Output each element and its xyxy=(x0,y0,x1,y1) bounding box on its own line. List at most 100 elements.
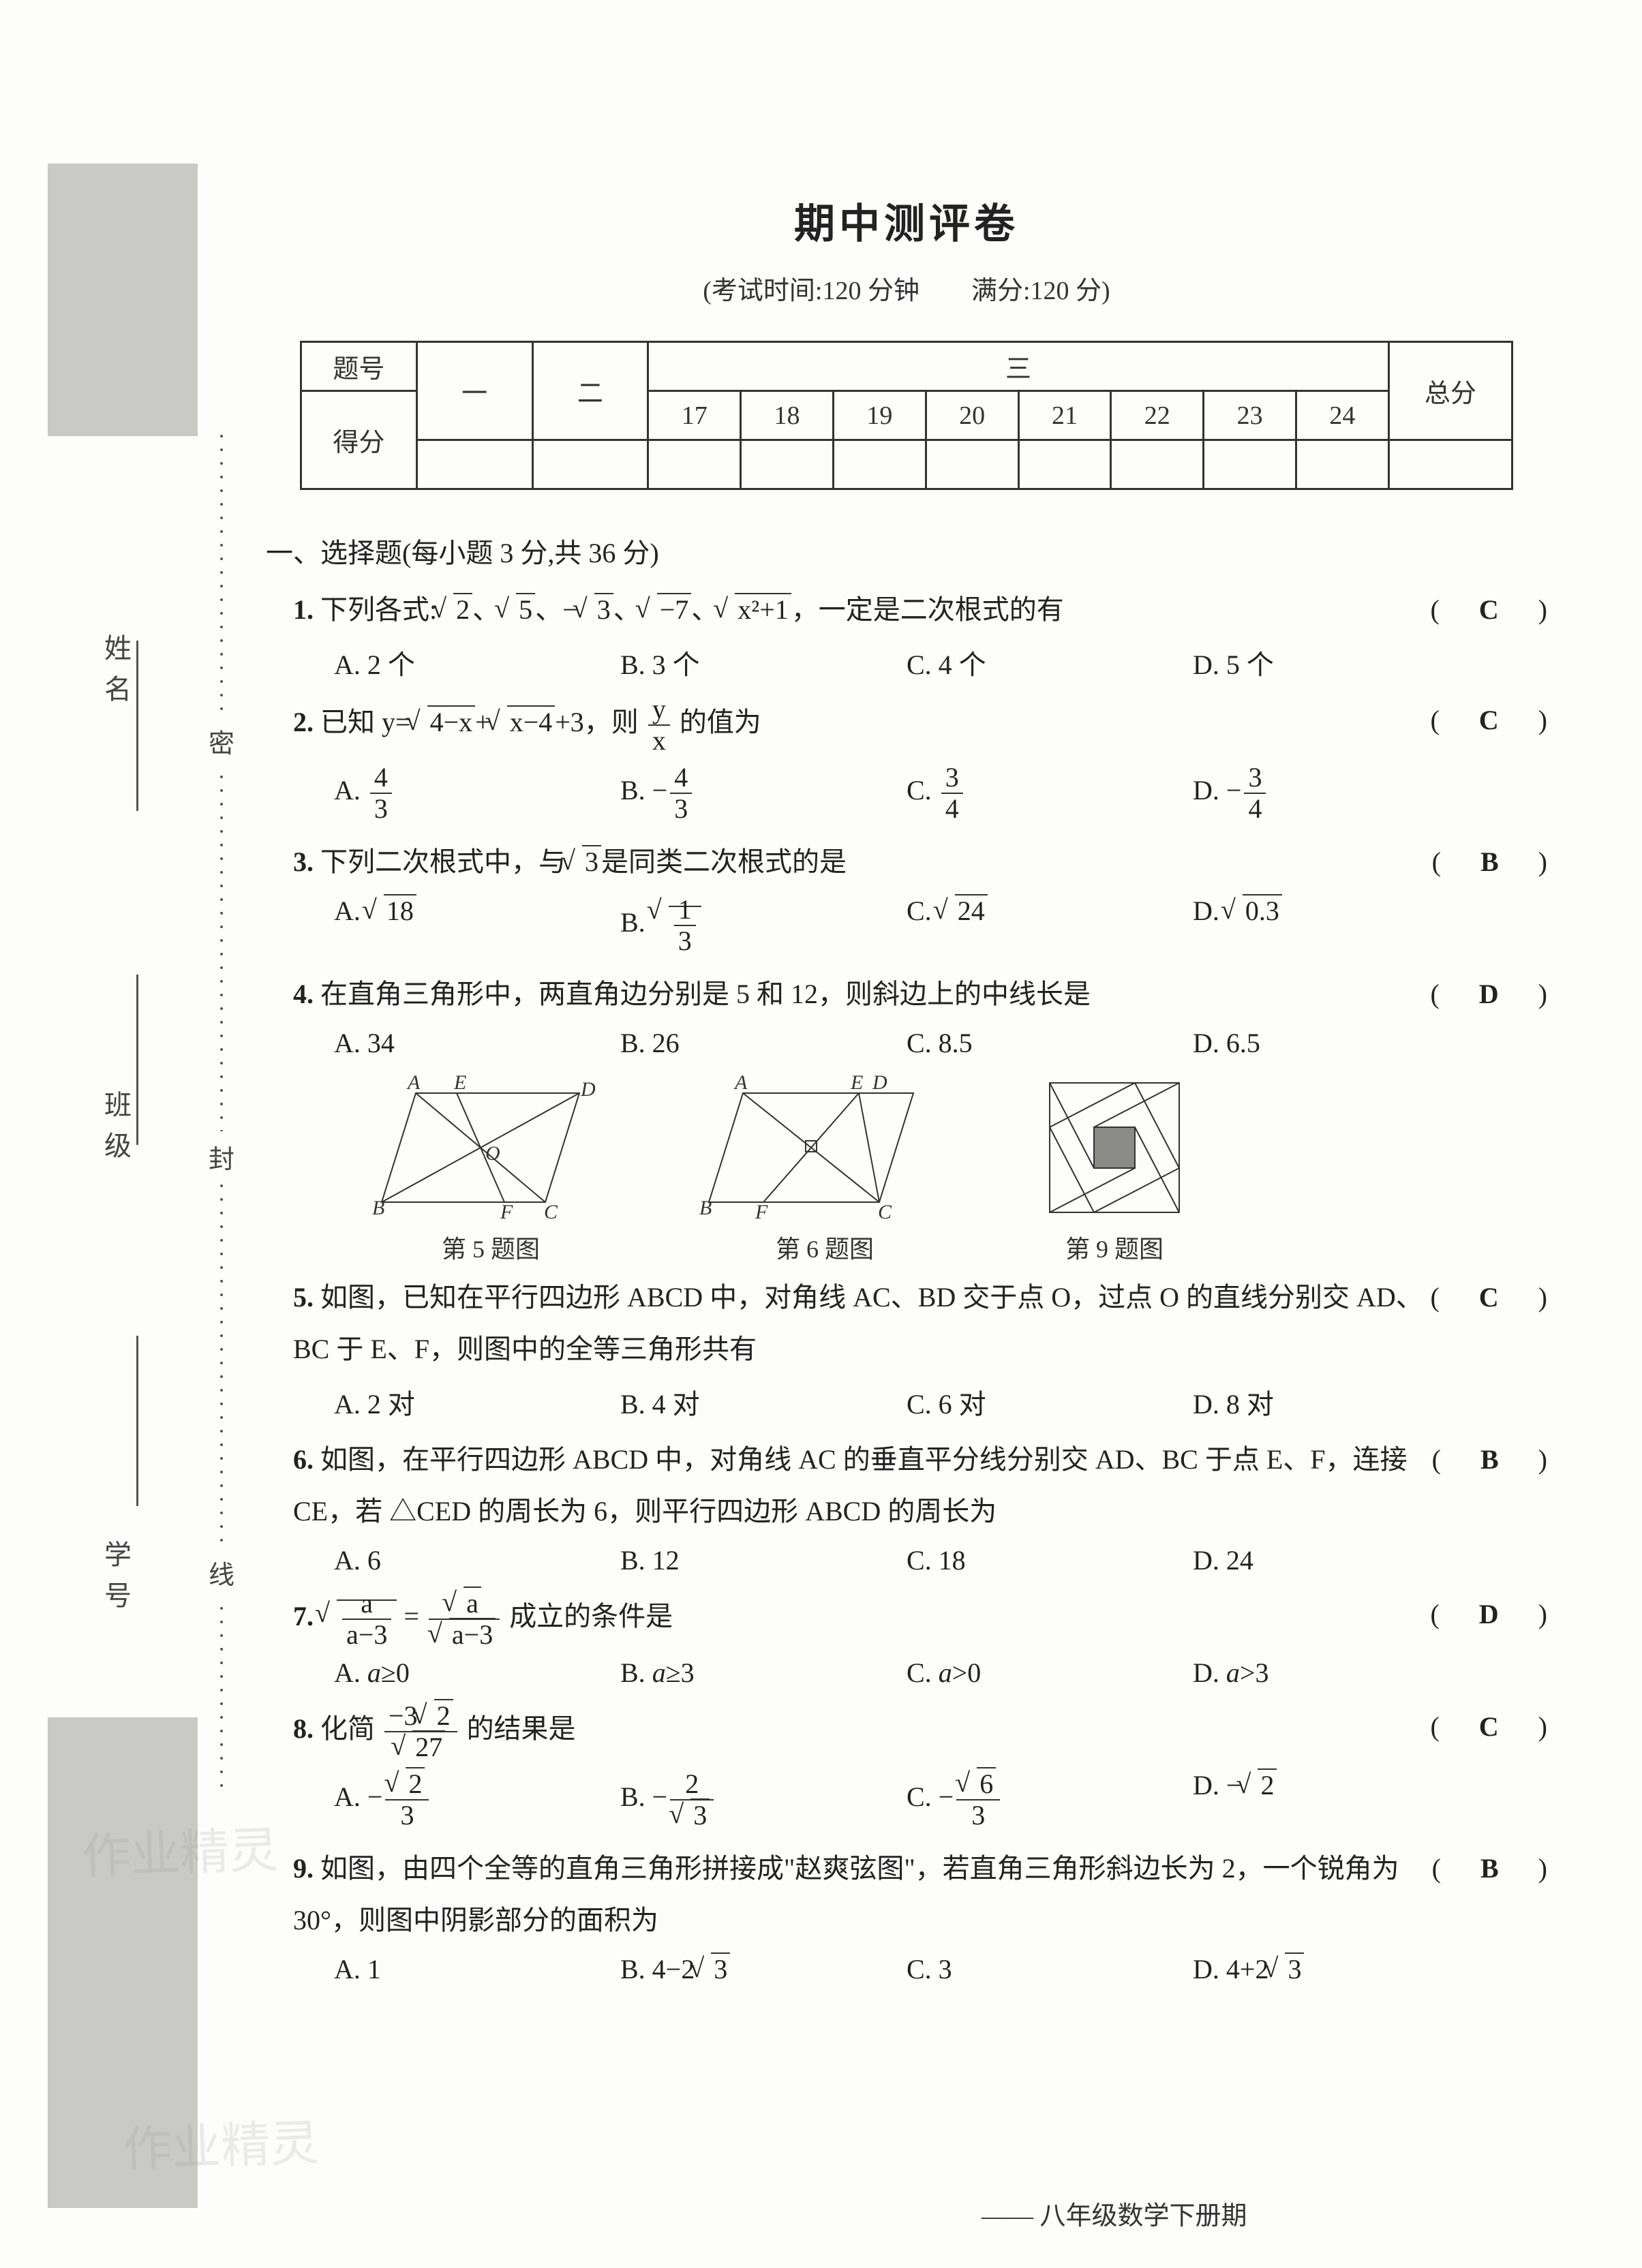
opt: B. 12 xyxy=(620,1544,907,1576)
opt: D. 6.5 xyxy=(1193,1027,1479,1059)
q-num: 5. xyxy=(293,1282,314,1313)
opt: A. 34 xyxy=(334,1027,620,1059)
binding-edge: 密 封 线 xyxy=(204,429,239,1792)
figures-row: A E D B F C O 第 5 题图 xyxy=(368,1073,1554,1265)
q-num: 7. xyxy=(293,1601,314,1631)
cell-empty xyxy=(1296,440,1388,489)
q-num: 3. xyxy=(293,846,314,877)
side-labels: 姓名 班级 学号 xyxy=(95,477,136,1636)
exam-title: 期中测评卷 xyxy=(259,191,1554,250)
q-num: 6. xyxy=(293,1444,314,1475)
svg-text:E: E xyxy=(453,1073,466,1094)
cell-label: 得分 xyxy=(301,391,417,489)
question-5: 5. 如图，已知在平行四边形 ABCD 中，对角线 AC、BD 交于点 O，过点… xyxy=(293,1272,1554,1375)
opt: C. 24 xyxy=(907,895,1193,956)
score-table: 题号 一 二 三 总分 得分 17 18 19 20 21 22 23 24 xyxy=(300,341,1513,490)
question-4: 4. 在直角三角形中，两直角边分别是 5 和 12，则斜边上的中线长是 ( D … xyxy=(293,968,1554,1020)
cell-label: 题号 xyxy=(301,342,417,391)
cell-q: 17 xyxy=(648,391,741,440)
question-7: 7. aa−3 = aa−3 成立的条件是 ( D ) xyxy=(293,1589,1554,1650)
opt: D. 0.3 xyxy=(1193,895,1479,956)
cell-empty xyxy=(741,440,834,489)
answer-slot: ( C ) xyxy=(1430,584,1547,636)
opt: B. −43 xyxy=(620,763,907,824)
question-8: 8. 化简 −3227 的结果是 ( C ) xyxy=(293,1701,1554,1762)
figure-5-svg: A E D B F C O xyxy=(368,1073,613,1223)
figure-9: 第 9 题图 xyxy=(1036,1073,1193,1265)
opt: C. 3 xyxy=(907,1953,1193,1985)
q-text: 在直角三角形中，两直角边分别是 5 和 12，则斜边上的中线长是 xyxy=(320,979,1091,1009)
cell-q: 23 xyxy=(1204,391,1296,440)
svg-text:D: D xyxy=(872,1073,887,1094)
table-row: 题号 一 二 三 总分 xyxy=(301,342,1512,391)
exam-subtitle: (考试时间:120 分钟 满分:120 分) xyxy=(259,269,1554,307)
opt: D. 5 个 xyxy=(1193,643,1479,682)
q-text: aa−3 = aa−3 成立的条件是 xyxy=(320,1601,673,1631)
cell-sec3: 三 xyxy=(648,342,1389,391)
binding-gray-bottom xyxy=(48,1717,198,2208)
answer-slot: ( D ) xyxy=(1430,1589,1547,1640)
answer-letter: C xyxy=(1467,1282,1511,1313)
q-num: 9. xyxy=(293,1853,314,1884)
q-text: 如图，已知在平行四边形 ABCD 中，对角线 AC、BD 交于点 O，过点 O … xyxy=(293,1282,1423,1364)
svg-text:C: C xyxy=(544,1201,558,1223)
answer-slot: ( C ) xyxy=(1430,694,1547,746)
binding-char-feng: 封 xyxy=(209,1131,234,1182)
cell-q: 18 xyxy=(741,391,834,440)
svg-text:C: C xyxy=(878,1201,892,1223)
q-text: 下列各式:2、5、−3、−7、x²+1，一定是二次根式的有 xyxy=(320,594,1064,625)
opt: A. 6 xyxy=(334,1544,620,1576)
opt: B. a≥3 xyxy=(620,1657,907,1689)
opt: D. a>3 xyxy=(1193,1657,1479,1689)
svg-text:F: F xyxy=(755,1201,768,1223)
opt: D. 4+23 xyxy=(1193,1953,1479,1985)
opt: A. 2 个 xyxy=(334,643,620,682)
opt: D. −2 xyxy=(1193,1769,1479,1830)
binding-char-xian: 线 xyxy=(209,1547,234,1598)
q-num: 2. xyxy=(293,707,314,737)
options-4: A. 34 B. 26 C. 8.5 D. 6.5 xyxy=(334,1027,1554,1059)
side-label-name: 姓名 xyxy=(95,634,135,716)
scan-page: 密 封 线 姓名 班级 学号 期中测评卷 (考试时间:120 分钟 满分:120… xyxy=(0,0,1642,2268)
opt: C. 18 xyxy=(907,1544,1193,1576)
svg-text:A: A xyxy=(733,1073,748,1094)
question-1: 1. 下列各式:2、5、−3、−7、x²+1，一定是二次根式的有 ( C ) xyxy=(293,584,1554,636)
cell-q: 21 xyxy=(1018,391,1111,440)
side-line-2 xyxy=(136,975,138,1145)
opt: A. −23 xyxy=(334,1769,620,1830)
cell-sec1: 一 xyxy=(416,342,532,440)
options-8: A. −23 B. −23 C. −63 D. −2 xyxy=(334,1769,1554,1830)
fig-caption: 第 5 题图 xyxy=(368,1229,613,1265)
question-3: 3. 下列二次根式中，与3是同类二次根式的是 ( B ) xyxy=(293,836,1554,888)
answer-slot: ( B ) xyxy=(1432,836,1547,888)
opt: B. 4 对 xyxy=(620,1382,907,1422)
q-text: 化简 −3227 的结果是 xyxy=(320,1713,576,1744)
cell-empty xyxy=(416,440,532,489)
opt: C. a>0 xyxy=(907,1657,1193,1689)
question-2: 2. 已知 y=4−x+x−4+3，则 yx 的值为 ( C ) xyxy=(293,694,1554,756)
side-line-3 xyxy=(136,1336,138,1506)
opt: B. 4−23 xyxy=(620,1953,907,1985)
cell-q: 20 xyxy=(926,391,1018,440)
cell-empty xyxy=(1204,440,1296,489)
figure-5: A E D B F C O 第 5 题图 xyxy=(368,1073,613,1265)
cell-empty xyxy=(1018,440,1111,489)
opt: A. 1 xyxy=(334,1953,620,1985)
cell-q: 19 xyxy=(833,391,926,440)
cell-sec2: 二 xyxy=(532,342,648,440)
opt: C. 8.5 xyxy=(907,1027,1193,1059)
cell-empty xyxy=(532,440,648,489)
opt: B. 3 个 xyxy=(620,643,907,682)
cell-empty xyxy=(1388,440,1512,489)
svg-text:F: F xyxy=(500,1201,513,1223)
answer-slot: ( D ) xyxy=(1430,968,1547,1020)
opt: A. a≥0 xyxy=(334,1657,620,1689)
opt: D. 8 对 xyxy=(1193,1382,1479,1422)
figure-6-svg: A E D B F C xyxy=(695,1073,954,1223)
answer-letter: B xyxy=(1468,1853,1511,1884)
side-line-1 xyxy=(136,641,138,811)
answer-letter: C xyxy=(1467,1711,1511,1742)
cell-empty xyxy=(833,440,926,489)
opt: B. 26 xyxy=(620,1027,907,1059)
question-9: 9. 如图，由四个全等的直角三角形拼接成"赵爽弦图"，若直角三角形斜边长为 2，… xyxy=(293,1843,1554,1946)
